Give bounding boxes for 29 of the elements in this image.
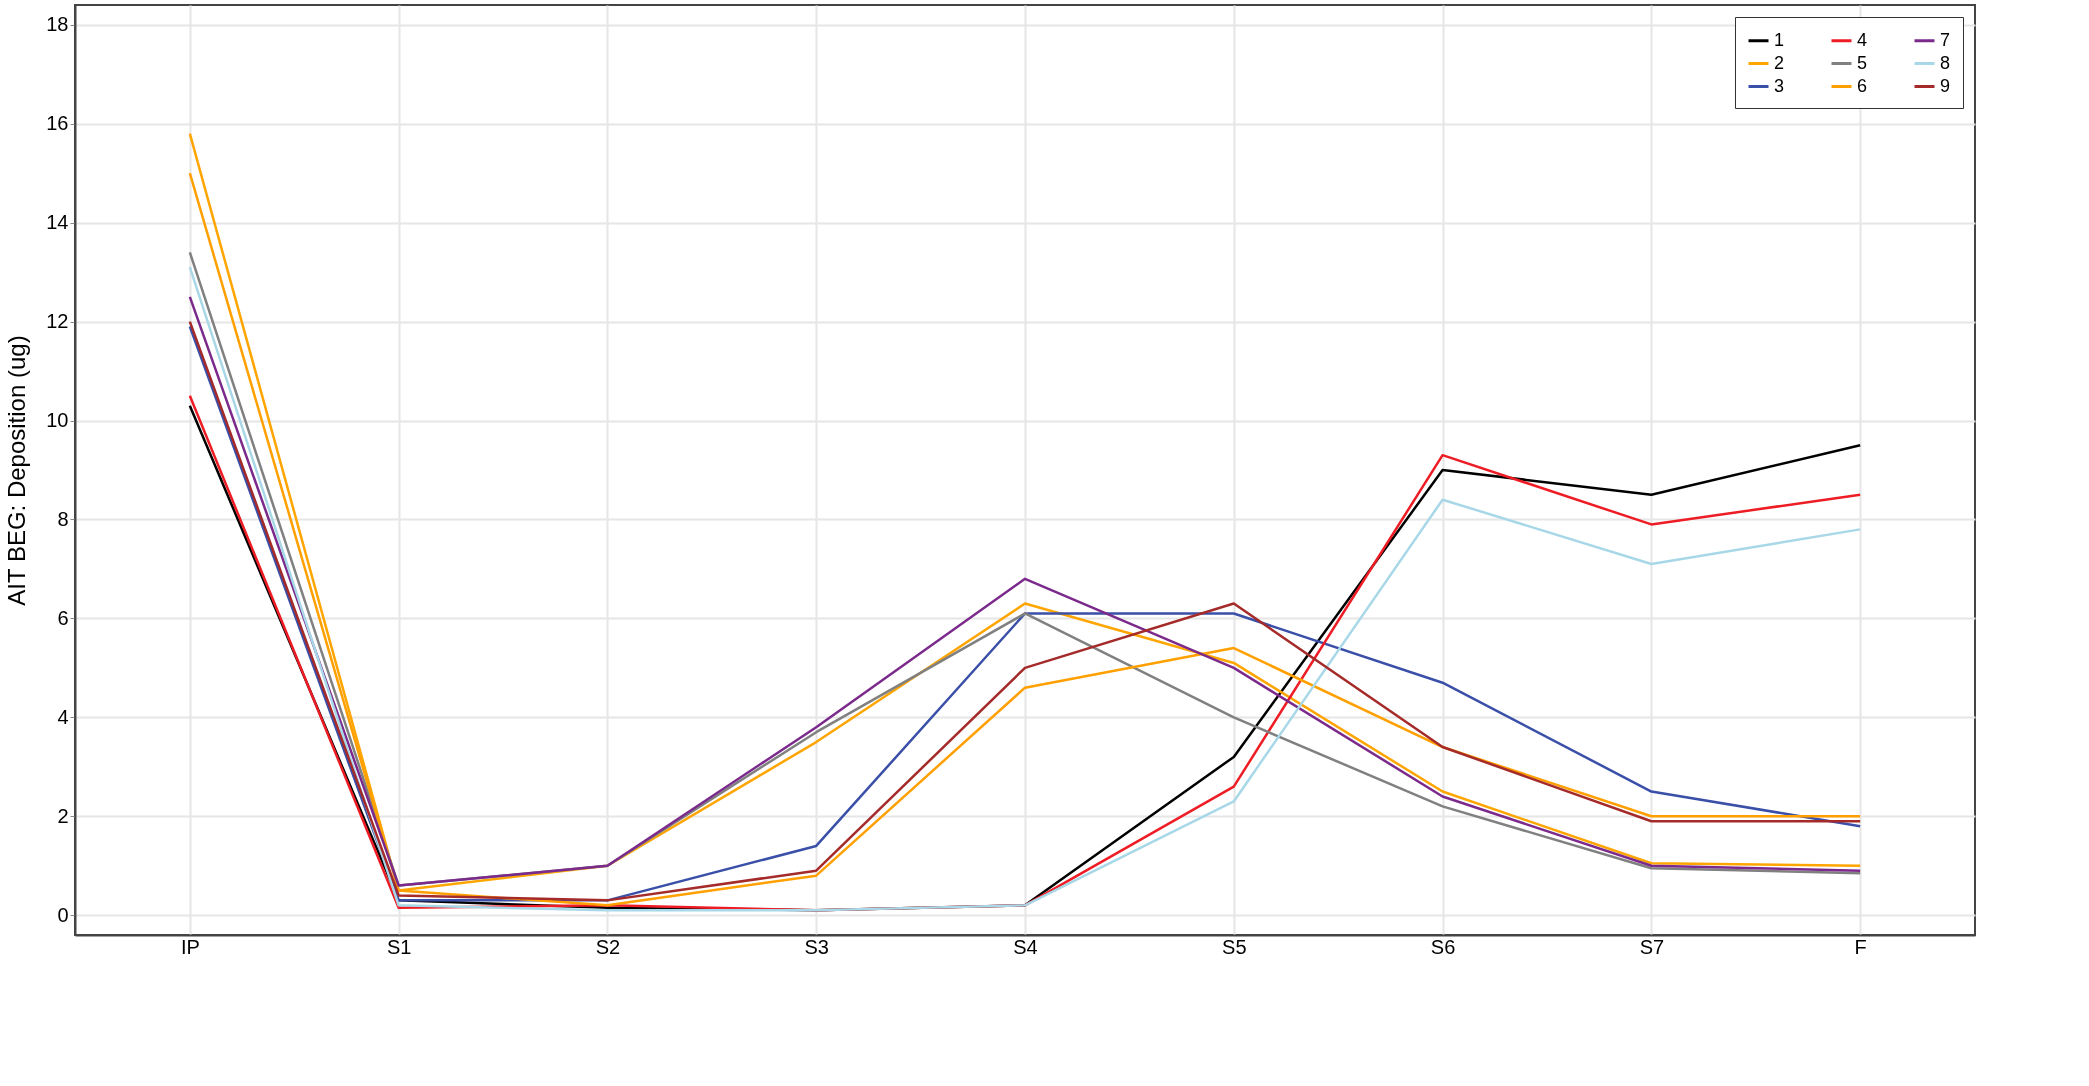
x-tick-label: S5 xyxy=(1222,935,1247,958)
legend-label: 7 xyxy=(1940,29,1951,50)
legend-label: 9 xyxy=(1940,75,1951,96)
x-tick-label: S4 xyxy=(1013,935,1038,958)
x-tick-label: S1 xyxy=(386,935,412,958)
x-tick-label: S2 xyxy=(595,935,621,958)
legend-label: 8 xyxy=(1940,52,1951,73)
x-tick-label: F xyxy=(1854,935,1867,958)
y-axis-title: AIT BEG: Deposition (ug) xyxy=(3,335,31,606)
y-tick-label: 14 xyxy=(46,211,69,234)
y-tick-label: 0 xyxy=(57,903,69,926)
x-tick-label: S7 xyxy=(1639,935,1665,958)
y-tick-label: 6 xyxy=(57,606,69,629)
y-tick-label: 4 xyxy=(57,705,69,728)
legend-label: 5 xyxy=(1857,52,1868,73)
y-tick-label: 12 xyxy=(46,310,69,333)
legend-label: 4 xyxy=(1857,29,1868,50)
y-tick-label: 2 xyxy=(57,804,69,827)
legend-label: 3 xyxy=(1774,75,1785,96)
x-tick-label: S6 xyxy=(1430,935,1456,958)
legend-label: 2 xyxy=(1774,52,1785,73)
y-tick-label: 8 xyxy=(57,507,69,530)
x-tick-label: IP xyxy=(180,935,200,958)
y-tick-label: 18 xyxy=(46,13,69,36)
y-tick-label: 10 xyxy=(46,409,69,432)
y-tick-label: 16 xyxy=(46,112,69,135)
legend-label: 1 xyxy=(1774,29,1785,50)
x-tick-label: S3 xyxy=(804,935,829,958)
legend-label: 6 xyxy=(1857,75,1868,96)
